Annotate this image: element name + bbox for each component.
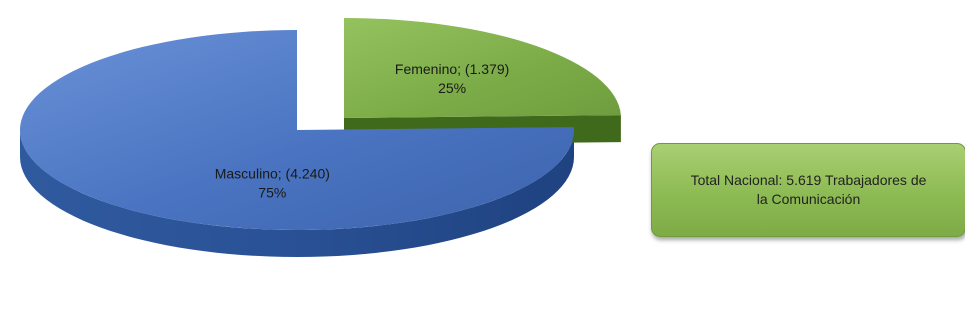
pie-tops [19, 18, 621, 230]
pie-slice-femenino [344, 18, 621, 118]
total-annotation-box: Total Nacional: 5.619 Trabajadores de la… [651, 143, 965, 237]
pie-percent-masculino: 75% [258, 184, 286, 200]
pie-slice-masculino [19, 30, 574, 230]
total-annotation-text: Total Nacional: 5.619 Trabajadores de la… [690, 172, 927, 207]
pie-percent-femenino: 25% [438, 80, 466, 96]
pie-label-femenino: Femenino; (1.379) [395, 61, 509, 77]
pie-slice-side-masculino [20, 130, 574, 257]
pie-labels: Masculino; (4.240) 75% Femenino; (1.379) 25… [215, 61, 510, 201]
pie-label-masculino: Masculino; (4.240) [215, 165, 330, 181]
